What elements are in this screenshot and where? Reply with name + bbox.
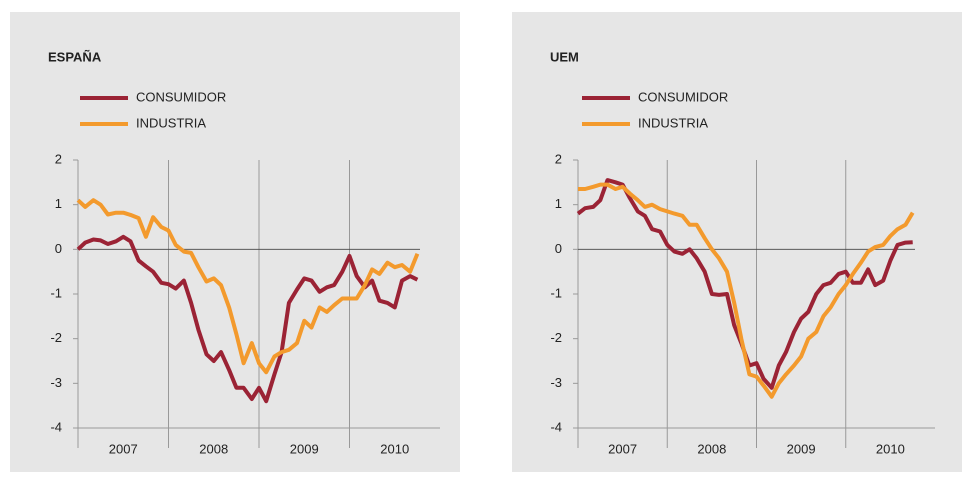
x-tick-label: 2007	[608, 441, 637, 456]
y-tick-label: -3	[550, 375, 562, 390]
y-tick-label: -3	[50, 375, 62, 390]
x-tick-label: 2010	[380, 441, 409, 456]
x-tick-label: 2008	[697, 441, 726, 456]
series-line	[76, 198, 420, 375]
y-tick-label: 0	[55, 241, 62, 256]
y-tick-label: -4	[50, 419, 62, 434]
legend-label: CONSUMIDOR	[136, 89, 226, 104]
y-tick-label: 2	[555, 151, 562, 166]
x-tick-label: 2009	[290, 441, 319, 456]
legend-label: INDUSTRIA	[638, 115, 708, 130]
x-tick-label: 2007	[109, 441, 138, 456]
y-tick-label: 2	[55, 151, 62, 166]
y-tick-label: -2	[50, 330, 62, 345]
series-line	[76, 234, 419, 404]
y-tick-label: -2	[550, 330, 562, 345]
y-tick-label: -1	[50, 285, 62, 300]
chart-title: UEM	[550, 49, 579, 64]
legend-label: CONSUMIDOR	[638, 89, 728, 104]
y-tick-label: 1	[55, 196, 62, 211]
chart-title: ESPAÑA	[48, 49, 102, 64]
panel	[512, 12, 962, 472]
y-tick-label: 0	[555, 241, 562, 256]
x-tick-label: 2008	[199, 441, 228, 456]
y-tick-label: -4	[550, 419, 562, 434]
legend-label: INDUSTRIA	[136, 115, 206, 130]
y-tick-label: -1	[550, 285, 562, 300]
x-tick-label: 2010	[876, 441, 905, 456]
series-line	[578, 182, 915, 399]
x-tick-label: 2009	[787, 441, 816, 456]
y-tick-label: 1	[555, 196, 562, 211]
